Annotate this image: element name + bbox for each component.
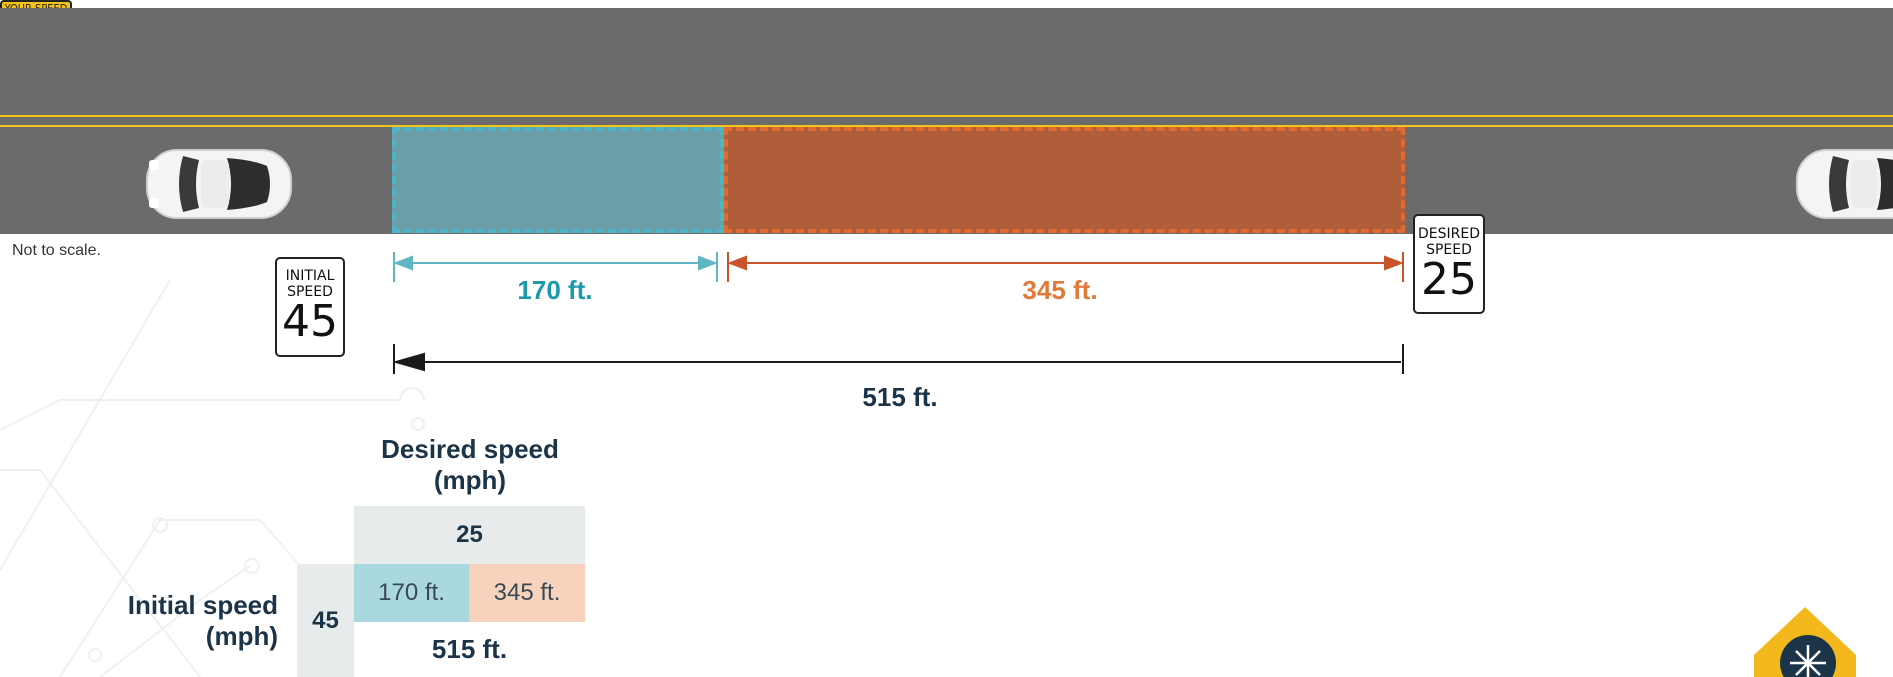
perception-zone: [392, 127, 724, 233]
car-top-view-icon: [146, 149, 292, 219]
desired-sign-line2: SPEED: [1426, 242, 1472, 258]
segment-2-label: 345 ft.: [1022, 275, 1098, 305]
dimension-345: [727, 252, 1404, 282]
initial-sign-line2: SPEED: [287, 284, 333, 300]
initial-speed-value-cell: 45: [297, 564, 354, 677]
dimension-515: [392, 344, 1404, 374]
total-distance-label: 515 ft.: [862, 382, 938, 412]
segment-1-label: 170 ft.: [517, 275, 593, 305]
deceleration-zone: [724, 127, 1405, 233]
initial-sign-value: 45: [282, 296, 338, 347]
desired-sign-line1: DESIRED: [1418, 226, 1480, 242]
segment-2-cell: 345 ft.: [469, 564, 585, 622]
initial-speed-heading: Initial speed (mph): [127, 590, 278, 651]
desired-speed-sign: DESIRED SPEED 25: [1413, 214, 1485, 314]
car-top-view-icon: [1796, 149, 1893, 219]
dimension-170: [393, 252, 718, 282]
scale-note: Not to scale.: [12, 242, 101, 259]
desired-speed-value-cell: 25: [354, 506, 585, 564]
initial-sign-line1: INITIAL: [285, 268, 335, 284]
initial-speed-sign: INITIAL SPEED 45: [275, 257, 345, 357]
segment-1-cell: 170 ft.: [354, 564, 469, 622]
desired-sign-value: 25: [1421, 254, 1477, 305]
starburst-logo-icon: [1754, 607, 1856, 677]
center-line-top: [0, 115, 1893, 117]
center-line-bottom: [0, 125, 1893, 127]
total-distance-cell: 515 ft.: [354, 622, 585, 677]
desired-speed-heading: Desired speed (mph): [381, 434, 559, 495]
